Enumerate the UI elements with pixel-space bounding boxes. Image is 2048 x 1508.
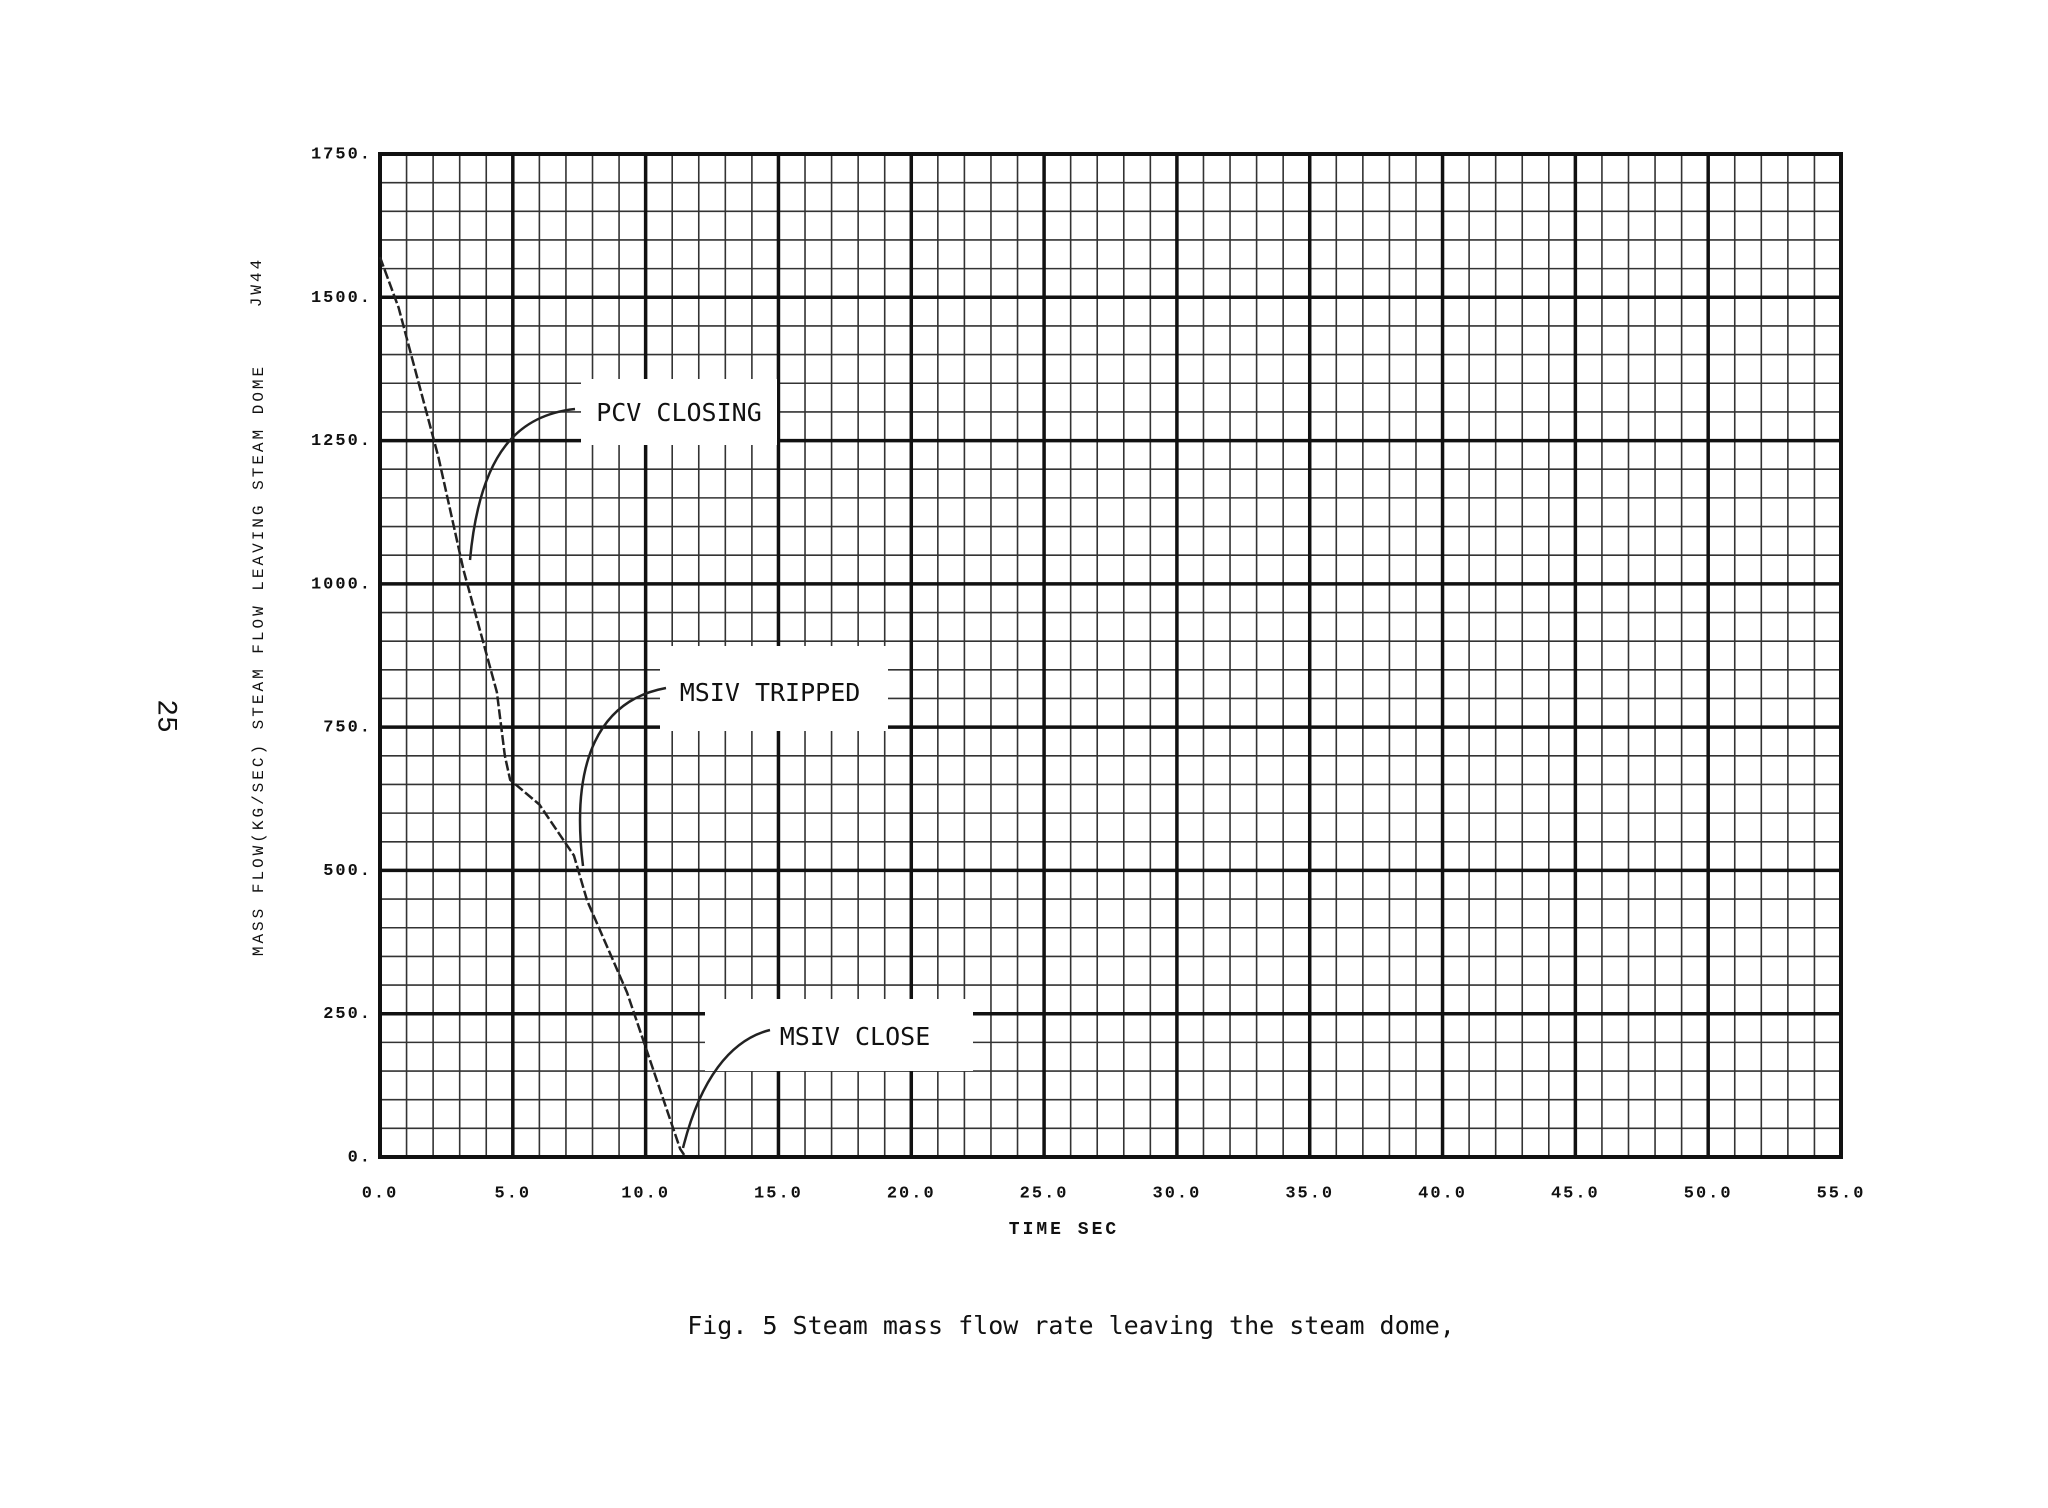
- y-axis-label: MASS FLOW(KG/SEC) STEAM FLOW LEAVING STE…: [250, 364, 268, 956]
- y-tick-label: 1750.: [311, 145, 372, 164]
- x-tick-label: 0.0: [362, 1184, 399, 1203]
- x-tick-label: 55.0: [1817, 1184, 1866, 1203]
- x-axis-label: TIME SEC: [1009, 1220, 1119, 1240]
- y-tick-label: 250.: [323, 1005, 372, 1024]
- x-tick-label: 10.0: [621, 1184, 670, 1203]
- x-tick-label: 15.0: [754, 1184, 803, 1203]
- x-tick-label: 40.0: [1418, 1184, 1467, 1203]
- caption: Fig. 5 Steam mass flow rate leaving the …: [687, 1311, 1455, 1340]
- y-tick-label: 500.: [323, 862, 372, 881]
- x-tick-label: 35.0: [1285, 1184, 1334, 1203]
- figure-code: JW44: [248, 257, 266, 307]
- annotation: MSIV TRIPPED: [680, 678, 861, 707]
- y-tick-label: 1250.: [311, 432, 372, 451]
- x-tick-label: 20.0: [887, 1184, 936, 1203]
- annotation: MSIV CLOSE: [780, 1022, 931, 1051]
- data-line: [378, 256, 687, 1158]
- y-tick-label: 1000.: [311, 575, 372, 594]
- x-tick-label: 30.0: [1153, 1184, 1202, 1203]
- plot-frame: [378, 152, 1843, 1159]
- x-tick-label: 25.0: [1020, 1184, 1069, 1203]
- annotation-box: [705, 999, 973, 1071]
- annotation-box: [581, 379, 777, 445]
- annotation-arrow: [681, 1028, 771, 1149]
- y-tick-label: 1500.: [311, 289, 372, 308]
- page-number: 25: [150, 699, 181, 733]
- annotation-box: [660, 646, 888, 731]
- y-tick-label: 0.: [348, 1148, 372, 1167]
- x-tick-label: 45.0: [1551, 1184, 1600, 1203]
- annotation: PCV CLOSING: [596, 398, 762, 427]
- annotation-arrow: [578, 686, 667, 867]
- annotation-arrow: [468, 407, 576, 561]
- x-tick-label: 50.0: [1684, 1184, 1733, 1203]
- x-tick-label: 5.0: [495, 1184, 532, 1203]
- y-tick-label: 750.: [323, 719, 372, 738]
